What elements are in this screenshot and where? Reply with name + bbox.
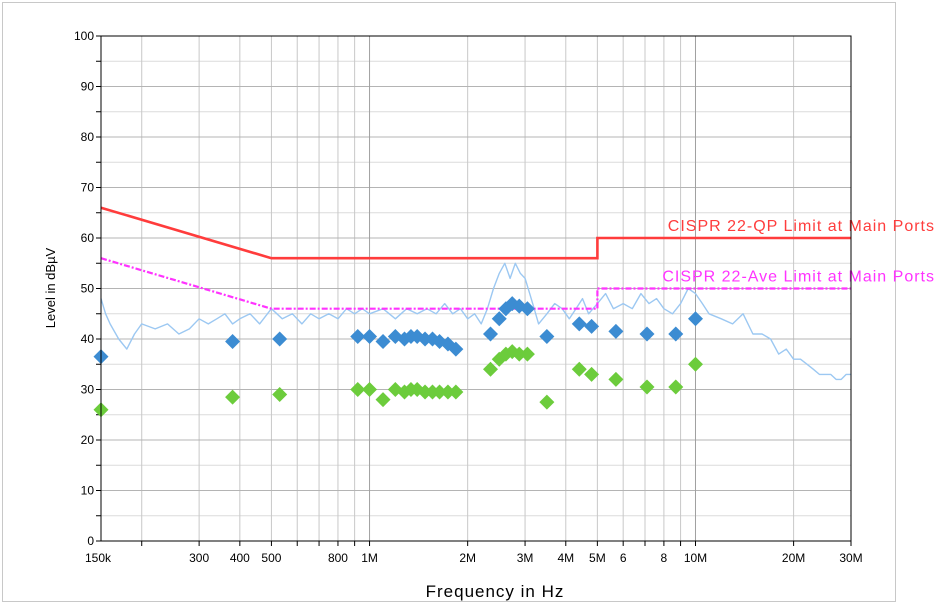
qp-marker	[639, 326, 655, 342]
y-tick-label: 30	[81, 383, 95, 397]
average-marker	[539, 394, 555, 410]
qp-marker	[272, 331, 288, 347]
x-tick-label: 1M	[361, 551, 378, 565]
average-marker	[668, 379, 684, 395]
qp-marker	[687, 311, 703, 327]
qp-marker	[448, 341, 464, 357]
x-tick-label: 8	[661, 551, 668, 565]
average-marker	[375, 392, 391, 408]
y-tick-label: 60	[81, 231, 95, 245]
x-tick-label: 800	[328, 551, 348, 565]
qp-marker	[362, 328, 378, 344]
trace-layer	[100, 262, 851, 381]
average-marker	[362, 382, 378, 397]
qp-marker	[482, 326, 498, 342]
y-tick-label: 50	[81, 282, 95, 296]
x-tick-label: 5M	[589, 551, 606, 565]
limit-layer	[100, 206, 851, 310]
average-marker	[687, 356, 703, 372]
average-marker	[440, 384, 456, 400]
marker-layer	[93, 296, 703, 418]
qp-marker	[491, 311, 507, 327]
average-marker	[432, 384, 448, 400]
y-tick-label: 0	[87, 534, 94, 548]
qp-marker	[608, 323, 624, 339]
limit-label-layer: CISPR 22-QP Limit at Main Ports CISPR 22-…	[662, 218, 935, 286]
y-tick-label: 20	[81, 433, 95, 447]
average-marker	[571, 361, 587, 377]
x-tick-label: 30M	[839, 551, 862, 565]
average-marker	[608, 371, 624, 387]
qp-marker	[350, 328, 366, 344]
x-tick-label: 400	[230, 551, 250, 565]
average-marker	[511, 346, 527, 362]
x-tick-label: 300	[189, 551, 209, 565]
qp-limit-line	[100, 206, 851, 260]
measurement-trace	[100, 262, 851, 381]
x-tick-label: 20M	[782, 551, 805, 565]
average-marker	[519, 346, 535, 362]
y-tick-label: 10	[81, 484, 95, 498]
average-marker	[482, 361, 498, 377]
ave-limit-label: CISPR 22-Ave Limit at Main Ports	[662, 269, 935, 286]
average-marker	[272, 387, 288, 403]
qp-marker	[571, 316, 587, 332]
average-marker	[448, 384, 464, 400]
average-marker	[584, 366, 600, 382]
y-tick-label: 100	[74, 29, 94, 43]
y-tick-label: 70	[81, 181, 95, 195]
x-tick-label: 2M	[459, 551, 476, 565]
qp-marker	[584, 318, 600, 334]
grid-major	[96, 35, 852, 546]
y-tick-label: 80	[81, 130, 95, 144]
x-tick-label: 500	[261, 551, 281, 565]
x-tick-label: 3M	[517, 551, 534, 565]
x-tick-label: 10M	[684, 551, 707, 565]
average-marker	[350, 382, 366, 397]
qp-marker	[539, 328, 555, 344]
x-tick-labels: 150k 300 400 500 800 1M 2M 3M 4M 5M 6 8 10M 20M 30M	[85, 551, 863, 565]
average-marker	[639, 379, 655, 395]
y-tick-label: 90	[81, 80, 95, 94]
y-tick-labels: 0 10 20 30 40 50 60 70 80 90 100	[74, 29, 94, 548]
qp-limit-label: CISPR 22-QP Limit at Main Ports	[668, 218, 935, 235]
qp-marker	[225, 334, 241, 350]
y-axis-label: Level in dBµV	[43, 247, 58, 328]
y-tick-label: 40	[81, 332, 95, 346]
plot-border	[100, 35, 852, 542]
qp-marker	[375, 334, 391, 350]
qp-marker	[668, 326, 684, 342]
average-marker	[225, 389, 241, 405]
x-axis-label: Frequency in Hz	[426, 582, 565, 601]
qp-marker	[519, 301, 535, 317]
x-tick-label: 4M	[557, 551, 574, 565]
x-tick-label: 150k	[85, 551, 112, 565]
ave-limit-line	[100, 257, 851, 310]
x-tick-label: 6	[620, 551, 627, 565]
